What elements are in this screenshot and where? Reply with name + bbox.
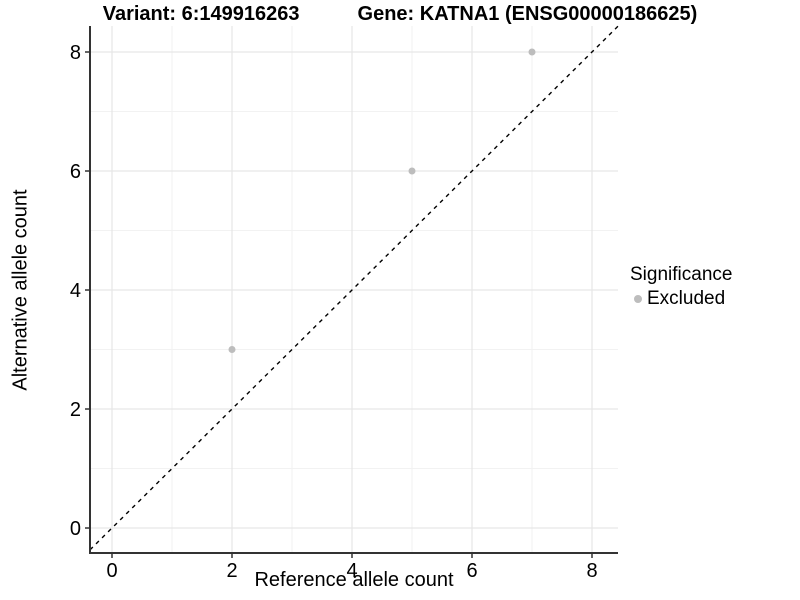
data-point <box>228 346 236 354</box>
x-axis-title: Reference allele count <box>254 569 454 591</box>
x-tick-label: 2 <box>226 560 237 582</box>
legend-title: Significance <box>630 264 733 285</box>
legend: Significance Excluded <box>628 264 732 310</box>
x-tick-label: 0 <box>106 560 117 582</box>
y-tick-label: 8 <box>70 42 81 64</box>
legend-item-excluded: Excluded <box>628 288 732 310</box>
data-point <box>408 167 416 175</box>
y-tick-label: 6 <box>70 161 81 183</box>
plot-title-row: Variant: 6:149916263 Gene: KATNA1 (ENSG0… <box>0 3 800 26</box>
x-tick-label: 8 <box>586 560 597 582</box>
legend-point-icon <box>634 295 642 303</box>
gene-title: Gene: KATNA1 (ENSG00000186625) <box>357 3 698 25</box>
y-tick-label: 4 <box>70 280 81 302</box>
legend-item-label: Excluded <box>647 288 726 309</box>
y-tick-label: 0 <box>70 518 81 540</box>
x-tick-label: 6 <box>466 560 477 582</box>
y-tick-label: 2 <box>70 399 81 421</box>
x-tick-label: 4 <box>346 560 357 582</box>
identity-line <box>89 25 619 551</box>
data-point <box>528 48 536 56</box>
variant-title: Variant: 6:149916263 <box>102 3 300 25</box>
y-axis-title: Alternative allele count <box>9 189 32 391</box>
